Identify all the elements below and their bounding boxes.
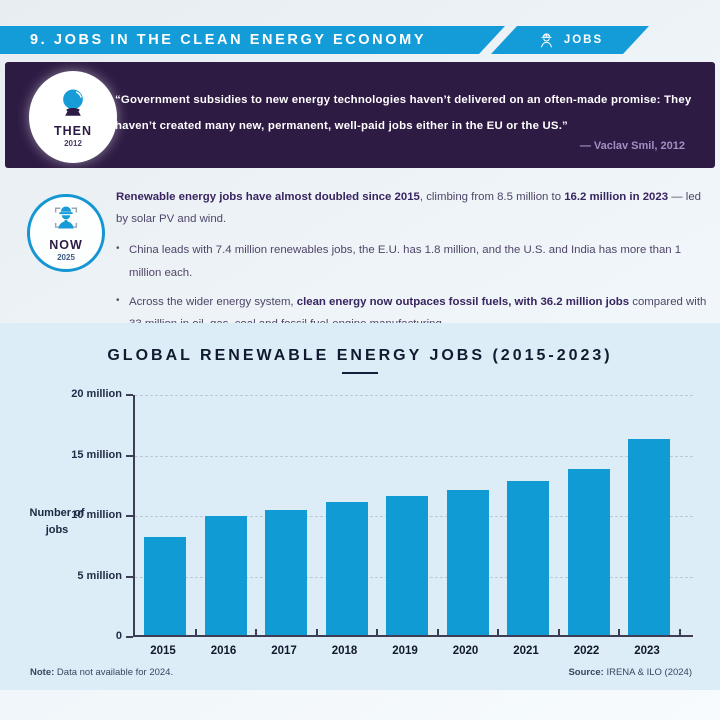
y-axis-label: Number of jobs bbox=[29, 507, 85, 536]
header-bar: 9. JOBS IN THE CLEAN ENERGY ECONOMY bbox=[0, 26, 505, 54]
x-tick bbox=[678, 629, 681, 635]
x-tick bbox=[497, 629, 499, 635]
chart-bar bbox=[567, 469, 610, 635]
x-tick bbox=[376, 629, 378, 635]
title-underline bbox=[342, 372, 378, 374]
then-badge-title: THEN bbox=[53, 123, 93, 138]
x-tick-label: 2019 bbox=[392, 645, 418, 657]
x-axis-labels: 2015 2016 2017 2018 2019 2020 2021 2022 2023 bbox=[133, 645, 693, 661]
x-tick-label: 2017 bbox=[271, 645, 297, 657]
x-tick-label: 2021 bbox=[513, 645, 539, 657]
then-panel: THEN 2012 “Government subsidies to new e… bbox=[5, 62, 715, 168]
gridline bbox=[135, 455, 693, 457]
now-badge: NOW 2025 bbox=[27, 194, 105, 272]
y-tick bbox=[126, 515, 133, 517]
chart-bar bbox=[325, 501, 368, 635]
x-tick bbox=[618, 629, 620, 635]
y-tick bbox=[126, 394, 133, 396]
y-tick bbox=[126, 636, 133, 638]
y-tick-label: 0 bbox=[115, 630, 122, 642]
y-tick-label: 15 million bbox=[71, 448, 122, 461]
chart-bar bbox=[265, 510, 307, 635]
chart-bar bbox=[386, 495, 428, 635]
x-tick bbox=[436, 629, 439, 635]
quote-attribution: — Vaclav Smil, 2012 bbox=[579, 140, 685, 152]
x-tick-label: 2015 bbox=[150, 645, 176, 657]
x-tick bbox=[194, 629, 197, 635]
now-badge-title: NOW bbox=[49, 238, 83, 252]
y-tick-label: 10 million bbox=[71, 509, 122, 521]
chart-source: Source: IRENA & ILO (2024) bbox=[568, 667, 692, 678]
header-jobs-badge: JOBS bbox=[491, 26, 649, 54]
y-tick bbox=[126, 454, 133, 457]
y-tick-label: 5 million bbox=[77, 569, 122, 582]
now-badge-year: 2025 bbox=[57, 253, 75, 262]
now-section: Renewable energy jobs have almost double… bbox=[116, 186, 708, 342]
chart-bar bbox=[446, 489, 489, 635]
header-badge-label: JOBS bbox=[563, 34, 604, 46]
bullet-item: China leads with 7.4 million renewables … bbox=[116, 239, 708, 283]
x-tick-label: 2016 bbox=[210, 645, 237, 657]
bar-chart-plot bbox=[133, 395, 693, 637]
worker-outline-icon bbox=[537, 31, 556, 50]
page-title: 9. JOBS IN THE CLEAN ENERGY ECONOMY bbox=[30, 32, 427, 48]
chart-bar bbox=[204, 516, 247, 635]
worker-filled-icon bbox=[54, 206, 78, 229]
x-tick-label: 2018 bbox=[331, 645, 358, 657]
y-tick-label: 20 million bbox=[71, 388, 122, 400]
y-tick bbox=[126, 575, 133, 578]
x-tick bbox=[557, 629, 560, 635]
x-tick bbox=[255, 629, 257, 635]
now-bullet-list: China leads with 7.4 million renewables … bbox=[116, 239, 708, 335]
x-tick bbox=[315, 629, 318, 635]
chart-bar bbox=[507, 481, 549, 635]
chart-bar bbox=[144, 537, 186, 635]
chart-panel: GLOBAL RENEWABLE ENERGY JOBS (2015-2023)… bbox=[0, 323, 720, 690]
then-badge-year: 2012 bbox=[64, 138, 82, 148]
x-tick-label: 2020 bbox=[452, 645, 479, 657]
chart-bar bbox=[628, 438, 670, 635]
now-intro: Renewable energy jobs have almost double… bbox=[116, 191, 701, 226]
then-quote: “Government subsidies to new energy tech… bbox=[115, 94, 692, 132]
chart-title: GLOBAL RENEWABLE ENERGY JOBS (2015-2023) bbox=[107, 347, 613, 364]
crystal-ball-icon bbox=[63, 88, 83, 116]
then-badge: THEN 2012 bbox=[29, 71, 117, 163]
chart-note: Note: Data not available for 2024. bbox=[30, 667, 174, 678]
x-tick-label: 2022 bbox=[573, 645, 600, 657]
x-tick-label: 2023 bbox=[634, 645, 660, 657]
gridline bbox=[135, 395, 693, 396]
